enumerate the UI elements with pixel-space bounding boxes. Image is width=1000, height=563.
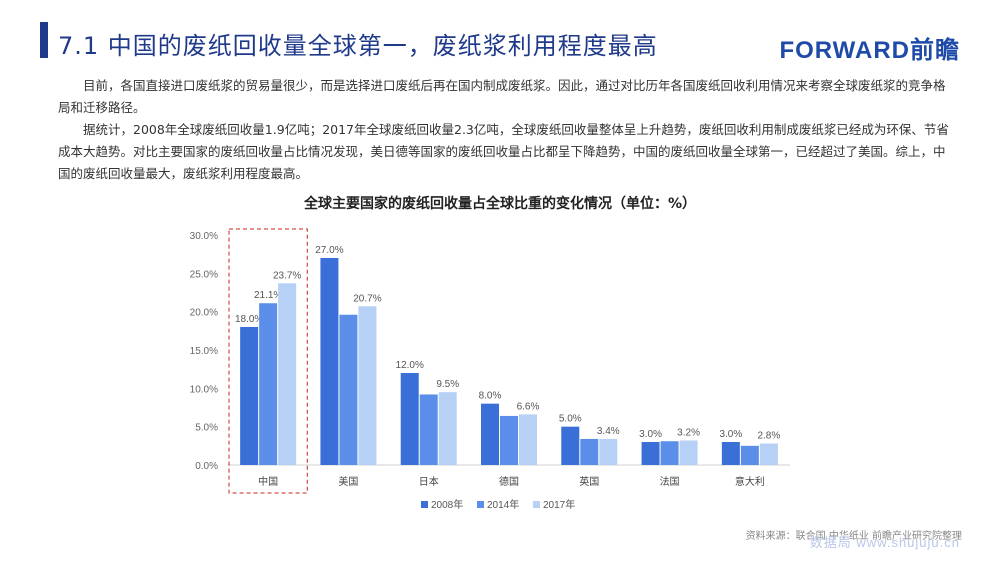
y-tick-label: 5.0%: [195, 423, 218, 434]
legend-label: 2014年: [487, 498, 519, 511]
bar: [740, 445, 759, 465]
category-label: 日本: [419, 475, 439, 488]
data-label: 2.8%: [757, 431, 780, 442]
bar: [438, 392, 457, 465]
data-label: 9.5%: [436, 379, 459, 390]
paragraph-2: 据统计，2008年全球废纸回收量1.9亿吨；2017年全球废纸回收量2.3亿吨，…: [58, 122, 949, 181]
category-label: 法国: [660, 475, 680, 488]
chart-title: 全球主要国家的废纸回收量占全球比重的变化情况（单位：%）: [303, 196, 697, 212]
data-label: 12.0%: [396, 360, 424, 371]
legend-swatch: [533, 501, 540, 508]
bar: [320, 258, 339, 465]
y-tick-label: 10.0%: [190, 384, 218, 395]
data-label: 8.0%: [479, 391, 502, 402]
data-label: 23.7%: [273, 270, 301, 281]
bar: [519, 414, 537, 465]
category-label: 美国: [338, 475, 358, 488]
y-tick-label: 0.0%: [195, 461, 218, 472]
category-label: 德国: [499, 475, 519, 488]
data-label: 3.0%: [719, 429, 742, 440]
paragraph-1: 目前，各国直接进口废纸浆的贸易量很少，而是选择进口废纸后再在国内制成废纸浆。因此…: [58, 78, 946, 115]
watermark-url: 数据局 www.shujuju.cn: [809, 535, 960, 550]
legend-label: 2017年: [543, 498, 575, 511]
data-label: 3.2%: [677, 427, 700, 438]
bar: [481, 403, 499, 465]
source-note: 资料来源：联合国 中华纸业 前瞻产业研究院整理: [745, 531, 962, 542]
bar: [400, 373, 419, 465]
y-tick-label: 15.0%: [190, 346, 218, 357]
legend-label: 2008年: [431, 498, 463, 511]
data-label: 27.0%: [315, 245, 343, 256]
bar: [721, 442, 740, 465]
data-label: 21.1%: [254, 290, 282, 301]
bar: [641, 442, 660, 465]
bar: [660, 441, 679, 465]
bar: [259, 303, 278, 465]
category-label: 英国: [579, 475, 599, 488]
bar: [580, 438, 599, 465]
bar: [419, 394, 438, 465]
y-tick-label: 25.0%: [190, 269, 218, 280]
bar: [358, 306, 377, 465]
data-label: 6.6%: [517, 401, 540, 412]
data-label: 3.0%: [639, 429, 662, 440]
data-label: 3.4%: [597, 426, 620, 437]
title-accent-bar: [40, 22, 48, 58]
bar: [599, 438, 618, 465]
bar: [500, 415, 518, 465]
highlight-box: [228, 228, 308, 494]
bar: [561, 426, 580, 465]
bar: [339, 314, 358, 465]
legend-swatch: [477, 501, 484, 508]
forward-logo: FORWARD前瞻: [779, 37, 960, 64]
data-label: 20.7%: [353, 293, 381, 304]
body-text: 目前，各国直接进口废纸浆的贸易量很少，而是选择进口废纸后再在国内制成废纸浆。因此…: [58, 75, 952, 185]
data-label: 5.0%: [559, 414, 582, 425]
bar: [679, 440, 698, 465]
page-title: 7.1 中国的废纸回收量全球第一，废纸浆利用程度最高: [58, 32, 658, 60]
y-tick-label: 30.0%: [190, 231, 218, 242]
bar: [240, 327, 259, 465]
category-label: 意大利: [735, 475, 765, 488]
data-label: 18.0%: [235, 314, 263, 325]
bar: [278, 283, 297, 465]
y-tick-label: 20.0%: [190, 308, 218, 319]
category-label: 中国: [258, 475, 278, 488]
legend-swatch: [421, 501, 428, 508]
bar: [759, 443, 778, 465]
